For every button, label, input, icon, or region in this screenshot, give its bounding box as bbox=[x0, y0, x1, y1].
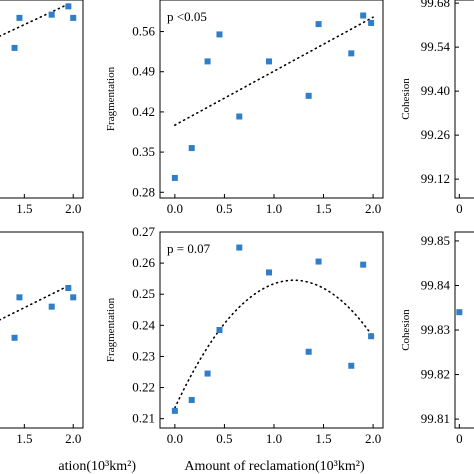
y-tick-label: 0.26 bbox=[132, 255, 155, 270]
y-tick-label: 99.54 bbox=[421, 39, 451, 54]
x-tick-label: 0 bbox=[456, 431, 463, 446]
y-tick-label: 99.40 bbox=[421, 83, 450, 98]
y-tick-label: 99.26 bbox=[421, 127, 451, 142]
data-point bbox=[216, 31, 223, 38]
y-axis-label: Fragmentation bbox=[105, 297, 117, 362]
data-point bbox=[305, 92, 312, 99]
y-tick-label: 0.24 bbox=[132, 317, 155, 332]
data-point bbox=[315, 21, 322, 28]
p-value-annotation: p <0.05 bbox=[167, 9, 207, 24]
y-tick-label: 0.22 bbox=[132, 380, 155, 395]
trend-line bbox=[174, 16, 374, 126]
y-tick-label: 0.21 bbox=[132, 411, 155, 426]
data-point bbox=[456, 309, 463, 316]
data-point bbox=[48, 11, 55, 18]
data-point bbox=[11, 334, 18, 341]
data-point bbox=[16, 294, 23, 301]
x-tick-label: 0.5 bbox=[216, 431, 232, 446]
data-point bbox=[188, 145, 195, 152]
y-axis-label: Fragmentation bbox=[105, 66, 117, 131]
data-point bbox=[70, 294, 77, 301]
data-point bbox=[266, 269, 273, 276]
y-tick-label: 0.28 bbox=[132, 184, 155, 199]
data-point bbox=[65, 3, 72, 10]
y-tick-label: 99.81 bbox=[421, 411, 450, 426]
y-tick-label: 0.25 bbox=[132, 286, 155, 301]
data-point bbox=[16, 14, 23, 21]
data-point bbox=[11, 44, 18, 51]
data-point bbox=[204, 370, 211, 377]
x-tick-label: 2.0 bbox=[365, 201, 381, 216]
y-tick-label: 99.83 bbox=[421, 322, 450, 337]
trend-line bbox=[174, 279, 372, 409]
y-tick-label: 0.23 bbox=[132, 348, 155, 363]
data-point bbox=[48, 303, 55, 310]
data-point bbox=[188, 397, 195, 403]
y-tick-label: 99.84 bbox=[421, 277, 451, 292]
y-tick-label: 99.68 bbox=[421, 0, 450, 10]
plot-frame bbox=[0, 231, 84, 429]
data-point bbox=[315, 258, 322, 265]
data-point bbox=[348, 50, 355, 57]
data-point bbox=[171, 174, 178, 181]
x-tick-label: 1.5 bbox=[315, 201, 331, 216]
data-point bbox=[236, 113, 243, 120]
panel-top-right: 0 99.12 99.26 99.40 99.54 99.68 Cohesion bbox=[400, 0, 474, 216]
plot-frame bbox=[454, 0, 474, 199]
data-point bbox=[216, 327, 223, 333]
x-tick-label: 1.5 bbox=[16, 201, 32, 216]
x-tick-label: 1.0 bbox=[266, 431, 282, 446]
p-value-annotation: p = 0.07 bbox=[167, 241, 211, 256]
panel-bottom-left: 1.5 2.0 ation(10³km²) bbox=[0, 231, 136, 474]
y-tick-label: 0.56 bbox=[132, 24, 155, 39]
x-tick-label: 1.5 bbox=[16, 431, 32, 446]
x-tick-label: 2.0 bbox=[65, 431, 81, 446]
plot-frame bbox=[0, 0, 84, 199]
data-point bbox=[360, 12, 367, 19]
plot-frame bbox=[159, 231, 384, 429]
x-tick-label: 1.0 bbox=[266, 201, 282, 216]
y-axis-label: Cohesion bbox=[400, 309, 412, 351]
y-tick-label: 99.85 bbox=[421, 233, 450, 248]
x-axis-label: ation(10³km²) bbox=[58, 459, 136, 474]
trend-line bbox=[0, 284, 72, 321]
plot-frame bbox=[159, 0, 384, 199]
panel-bottom-right: 0 99.81 99.82 99.83 99.84 99.85 Cohesion bbox=[400, 231, 474, 446]
data-point bbox=[171, 407, 178, 414]
panel-bottom-center: 0.0 0.5 1.0 1.5 2.0 0.21 0.22 0.23 0.24 0.25 0.26 0… bbox=[105, 224, 384, 474]
data-point bbox=[204, 58, 211, 65]
x-tick-label: 0.0 bbox=[167, 201, 183, 216]
x-tick-label: 0.0 bbox=[167, 431, 183, 446]
data-point bbox=[65, 285, 72, 291]
data-point bbox=[368, 19, 375, 26]
data-point bbox=[305, 348, 312, 355]
data-point bbox=[236, 244, 243, 251]
x-tick-label: 2.0 bbox=[365, 431, 381, 446]
y-tick-label: 0.35 bbox=[132, 144, 155, 159]
y-tick-label: 0.49 bbox=[132, 64, 155, 79]
data-point bbox=[368, 333, 375, 340]
x-axis-label: Amount of reclamation(10³km²) bbox=[184, 459, 365, 474]
x-tick-label: 1.5 bbox=[315, 431, 331, 446]
y-tick-label: 0.27 bbox=[132, 224, 155, 239]
trend-line bbox=[0, 2, 72, 37]
panel-top-center: 0.0 0.5 1.0 1.5 2.0 0.28 0.35 0.42 0.49 0.56 Fragm… bbox=[105, 0, 384, 216]
y-tick-label: 0.42 bbox=[132, 104, 155, 119]
x-tick-label: 0 bbox=[456, 201, 463, 216]
data-point bbox=[360, 261, 367, 268]
x-tick-label: 0.5 bbox=[216, 201, 232, 216]
y-tick-label: 99.12 bbox=[421, 171, 450, 186]
panel-top-left: 1.5 2.0 bbox=[0, 0, 84, 216]
y-axis-label: Cohesion bbox=[400, 78, 412, 120]
x-tick-label: 2.0 bbox=[65, 201, 81, 216]
data-point bbox=[70, 14, 77, 21]
data-point bbox=[266, 58, 273, 65]
data-point bbox=[348, 362, 355, 369]
y-tick-label: 99.82 bbox=[421, 367, 450, 382]
